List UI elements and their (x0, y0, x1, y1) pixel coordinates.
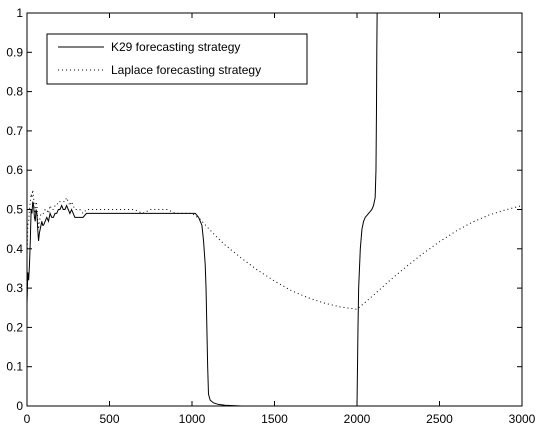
y-tick-label: 0 (16, 399, 23, 413)
y-tick-label: 0.6 (6, 163, 23, 177)
legend-label-k29: K29 forecasting strategy (111, 40, 240, 54)
x-tick-label: 1500 (261, 412, 288, 426)
x-tick-label: 1000 (179, 412, 206, 426)
legend-box (46, 33, 308, 85)
y-tick-label: 0.7 (6, 124, 23, 138)
x-tick-label: 3000 (509, 412, 536, 426)
series-line-k29 (27, 13, 378, 406)
x-tick-label: 500 (99, 412, 119, 426)
plot-layer (27, 13, 522, 406)
x-tick-label: 0 (24, 412, 31, 426)
y-tick-label: 0.2 (6, 320, 23, 334)
x-tick-label: 2000 (344, 412, 371, 426)
legend: K29 forecasting strategy Laplace forecas… (46, 33, 308, 85)
series-line-laplace (27, 189, 522, 310)
x-tick-label: 2500 (426, 412, 453, 426)
tick-layer: 0 500 1000 1500 2000 2500 3000 0 0.1 0.2 0.3 0.4 0.5… (6, 6, 535, 426)
y-tick-label: 0.5 (6, 203, 23, 217)
y-tick-label: 0.3 (6, 281, 23, 295)
y-tick-label: 1 (16, 6, 23, 20)
y-tick-label: 0.1 (6, 360, 23, 374)
y-tick-label: 0.4 (6, 242, 23, 256)
y-tick-label: 0.9 (6, 45, 23, 59)
legend-label-laplace: Laplace forecasting strategy (111, 63, 261, 77)
y-tick-label: 0.8 (6, 85, 23, 99)
